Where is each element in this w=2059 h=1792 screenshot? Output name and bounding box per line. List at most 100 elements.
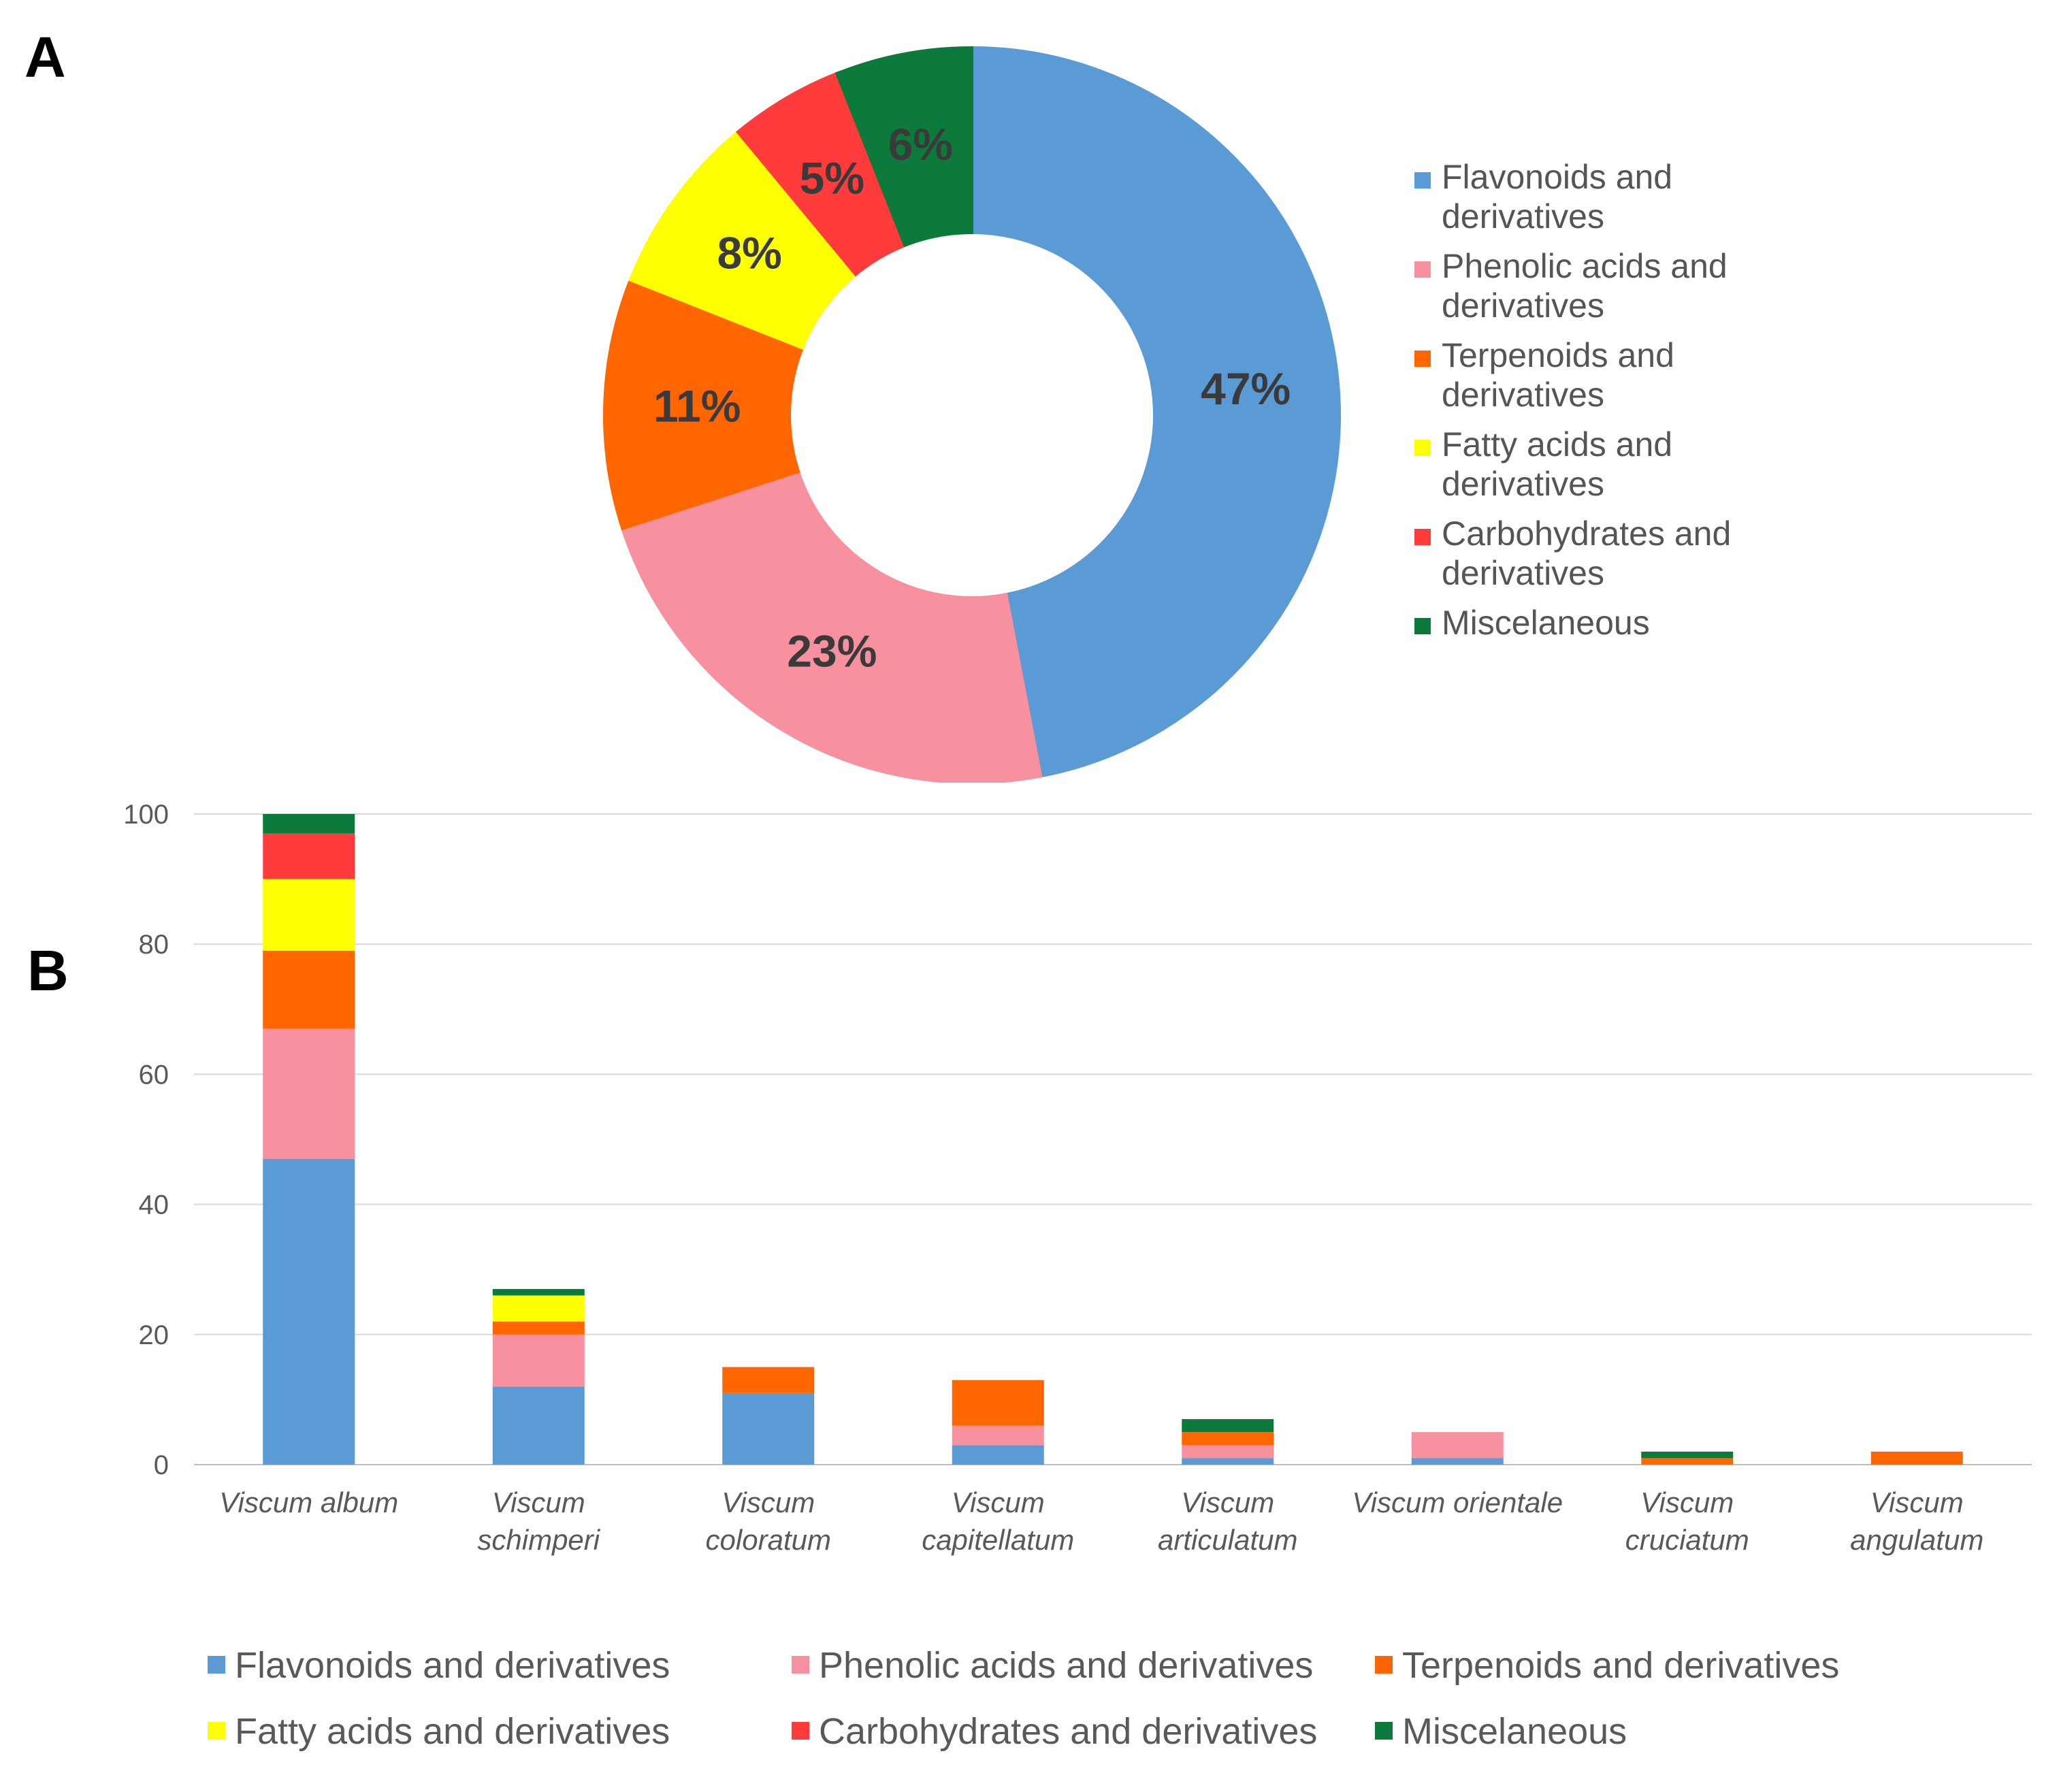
legend-swatch	[1414, 529, 1431, 545]
donut-legend-item-miscelaneous: Miscelaneous	[1414, 604, 1650, 642]
bar-segment-viscum-cruciatum-terpenoids-and-derivatives	[1641, 1458, 1734, 1465]
bar-segment-viscum-schimperi-flavonoids-and-derivatives	[492, 1386, 585, 1465]
x-category-label: Viscum orientale	[1352, 1486, 1563, 1518]
donut-slice-miscelaneous	[834, 46, 973, 248]
x-category-label: Viscum	[1870, 1486, 1964, 1518]
x-category-label: Viscum	[722, 1486, 815, 1518]
legend-label: derivatives	[1442, 376, 1604, 414]
donut-data-label: 5%	[800, 152, 864, 203]
legend-swatch	[1414, 172, 1431, 189]
x-category-label: Viscum	[1640, 1486, 1734, 1518]
bar-segment-viscum-schimperi-terpenoids-and-derivatives	[492, 1321, 585, 1335]
legend-label: Phenolic acids and derivatives	[819, 1645, 1313, 1686]
legend-label: Miscelaneous	[1442, 604, 1650, 642]
legend-label: Carbohydrates and	[1442, 515, 1731, 553]
bar-segment-viscum-articulatum-miscelaneous	[1182, 1419, 1274, 1433]
panel-label-b: B	[27, 939, 69, 1003]
legend-swatch	[1414, 618, 1431, 634]
bar-segment-viscum-orientale-flavonoids-and-derivatives	[1411, 1458, 1504, 1465]
legend-label: derivatives	[1442, 287, 1604, 325]
donut-slice-terpenoids-and-derivatives	[603, 278, 805, 531]
y-tick-label: 80	[139, 930, 169, 960]
bar-segment-viscum-capitellatum-phenolic-acids-and-derivatives	[952, 1425, 1044, 1446]
legend-label: Fatty acids and derivatives	[235, 1711, 670, 1752]
bar-segment-viscum-articulatum-flavonoids-and-derivatives	[1182, 1458, 1274, 1465]
x-category-label: capitellatum	[922, 1524, 1074, 1556]
bar-segment-viscum-cruciatum-miscelaneous	[1641, 1451, 1734, 1459]
donut-slice-fatty-acids-and-derivatives	[628, 130, 858, 350]
legend-swatch	[1375, 1722, 1393, 1740]
legend-swatch	[792, 1656, 809, 1674]
bar-legend-item-miscelaneous: Miscelaneous	[1375, 1711, 1627, 1752]
x-category-label: angulatum	[1850, 1524, 1983, 1556]
legend-swatch	[1414, 261, 1431, 278]
bar-segment-viscum-articulatum-phenolic-acids-and-derivatives	[1182, 1445, 1274, 1459]
donut-data-label: 23%	[787, 626, 877, 677]
legend-swatch	[208, 1656, 225, 1674]
legend-label: Carbohydrates and derivatives	[819, 1711, 1317, 1752]
donut-slice-phenolic-acids-and-derivatives	[620, 470, 1043, 783]
legend-swatch	[208, 1722, 225, 1740]
bar-segment-viscum-capitellatum-flavonoids-and-derivatives	[952, 1445, 1044, 1465]
legend-swatch	[1375, 1656, 1393, 1674]
legend-swatch	[1414, 440, 1431, 456]
y-tick-label: 100	[123, 800, 169, 830]
bar-segment-viscum-capitellatum-terpenoids-and-derivatives	[952, 1380, 1044, 1426]
legend-label: Flavonoids and derivatives	[235, 1645, 670, 1686]
bar-segment-viscum-album-phenolic-acids-and-derivatives	[263, 1028, 355, 1159]
y-tick-label: 40	[139, 1190, 169, 1220]
legend-label: Miscelaneous	[1402, 1711, 1627, 1752]
x-category-label: articulatum	[1158, 1524, 1297, 1556]
bar-legend-item-flavonoids-and-derivatives: Flavonoids and derivatives	[208, 1645, 670, 1686]
bar-segment-viscum-coloratum-flavonoids-and-derivatives	[722, 1392, 815, 1465]
donut-slice-flavonoids-and-derivatives	[971, 46, 1342, 778]
y-tick-label: 60	[139, 1060, 169, 1090]
bar-segment-viscum-album-flavonoids-and-derivatives	[263, 1158, 355, 1465]
panel-label-a: A	[25, 25, 66, 89]
bar-segment-viscum-coloratum-terpenoids-and-derivatives	[722, 1367, 815, 1393]
donut-data-label: 11%	[653, 380, 741, 431]
x-category-label: cruciatum	[1625, 1524, 1749, 1556]
bar-legend-item-phenolic-acids-and-derivatives: Phenolic acids and derivatives	[792, 1645, 1313, 1686]
x-category-label: coloratum	[706, 1524, 831, 1556]
bar-legend-item-fatty-acids-and-derivatives: Fatty acids and derivatives	[208, 1711, 670, 1752]
x-category-label: Viscum	[1181, 1486, 1274, 1518]
bar-segment-viscum-album-fatty-acids-and-derivatives	[263, 879, 355, 951]
y-tick-label: 0	[154, 1450, 169, 1480]
legend-label: Phenolic acids and	[1442, 247, 1728, 285]
legend-label: Terpenoids and derivatives	[1402, 1645, 1839, 1686]
x-category-label: Viscum	[952, 1486, 1045, 1518]
donut-data-label: 8%	[717, 228, 781, 278]
bar-segment-viscum-album-carbohydrates-and-derivatives	[263, 833, 355, 879]
bar-segment-viscum-schimperi-phenolic-acids-and-derivatives	[492, 1334, 585, 1387]
bar-segment-viscum-schimperi-fatty-acids-and-derivatives	[492, 1295, 585, 1322]
bar-legend-item-carbohydrates-and-derivatives: Carbohydrates and derivatives	[792, 1711, 1317, 1752]
donut-data-label: 47%	[1201, 363, 1291, 414]
legend-label: Fatty acids and	[1442, 425, 1672, 463]
legend-swatch	[1414, 351, 1431, 367]
bar-segment-viscum-album-terpenoids-and-derivatives	[263, 950, 355, 1029]
bar-segment-viscum-schimperi-miscelaneous	[492, 1288, 585, 1296]
legend-label: Flavonoids and	[1442, 158, 1672, 196]
legend-label: derivatives	[1442, 465, 1604, 503]
bar-legend-item-terpenoids-and-derivatives: Terpenoids and derivatives	[1375, 1645, 1839, 1686]
donut-data-label: 6%	[888, 119, 953, 169]
donut-chart: 47%23%11%8%5%6%Flavonoids andderivatives…	[603, 46, 1731, 783]
legend-label: derivatives	[1442, 554, 1604, 592]
bar-segment-viscum-album-miscelaneous	[263, 814, 355, 834]
bar-segment-viscum-angulatum-terpenoids-and-derivatives	[1870, 1451, 1963, 1465]
legend-swatch	[792, 1722, 809, 1740]
bar-segment-viscum-orientale-phenolic-acids-and-derivatives	[1411, 1432, 1504, 1459]
y-tick-label: 20	[139, 1320, 169, 1350]
legend-label: derivatives	[1442, 197, 1604, 235]
x-category-label: schimperi	[477, 1524, 600, 1556]
x-category-label: Viscum	[492, 1486, 585, 1518]
x-category-label: Viscum album	[219, 1486, 398, 1518]
legend-label: Terpenoids and	[1442, 336, 1674, 374]
